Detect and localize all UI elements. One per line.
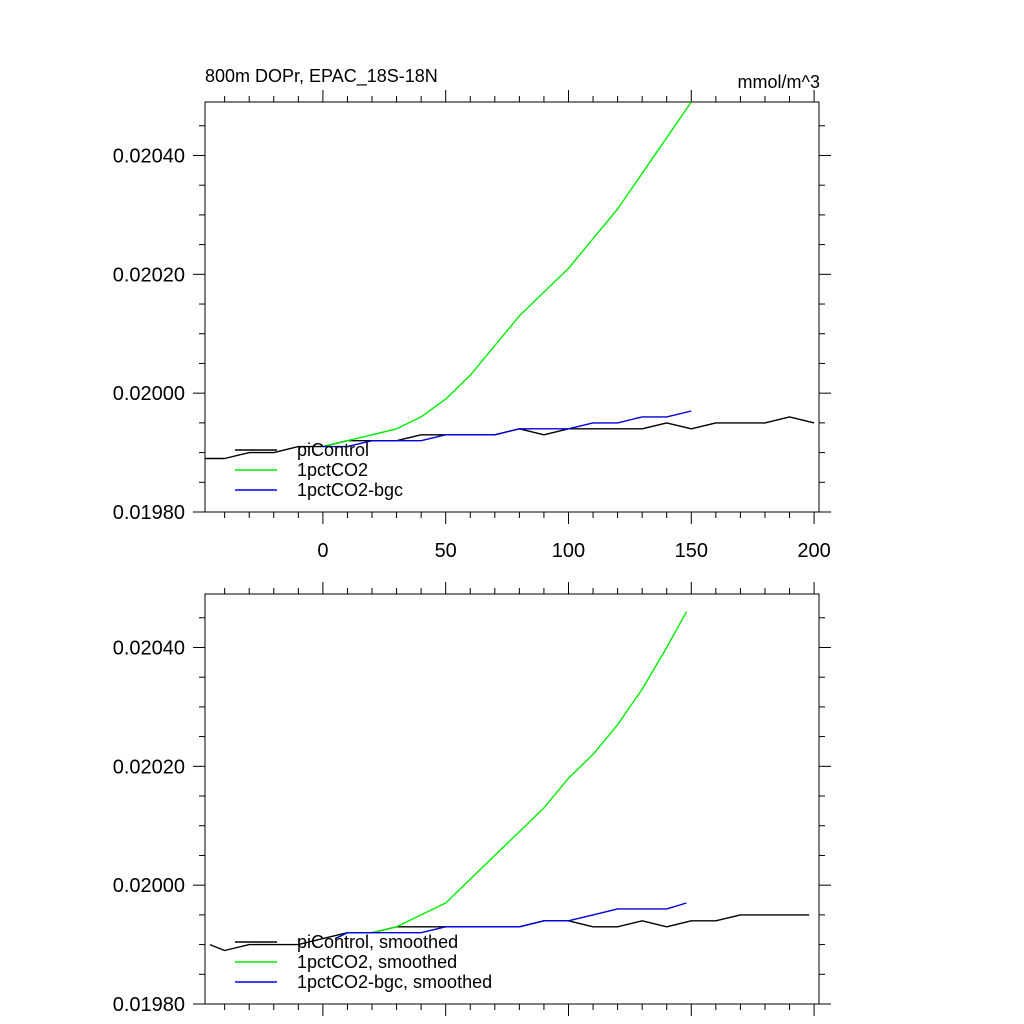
x-tick-label: 100 bbox=[552, 540, 585, 562]
plot-frame bbox=[204, 593, 820, 1005]
legend-entry: 1pctCO2, smoothed bbox=[297, 952, 457, 972]
top-plot-panel: 0 50 100 150 200 0.01980 0.02000 0.02020 0.02040… bbox=[113, 90, 831, 562]
x-tick-label: 150 bbox=[675, 540, 708, 562]
y-tick-label: 0.02040 bbox=[113, 145, 185, 167]
y-tick-label: 0.01980 bbox=[113, 502, 185, 524]
legend-entry: 1pctCO2-bgc, smoothed bbox=[297, 972, 492, 992]
x-tick-label: 50 bbox=[435, 540, 457, 562]
series-line bbox=[322, 410, 692, 448]
bottom-plot-panel: 0.01980 0.02000 0.02020 0.02040 piControl, s… bbox=[113, 582, 831, 1016]
legend-entry: piControl bbox=[297, 440, 369, 460]
y-tick-label: 0.02000 bbox=[113, 383, 185, 405]
legend-entry: 1pctCO2 bbox=[297, 460, 368, 480]
series-line bbox=[334, 902, 687, 940]
plot-frame bbox=[204, 101, 820, 513]
x-tick-label: 200 bbox=[797, 540, 830, 562]
y-tick-label: 0.02020 bbox=[113, 756, 185, 778]
y-tick-label: 0.02000 bbox=[113, 875, 185, 897]
series-line bbox=[334, 611, 688, 940]
chart-title: 800m DOPr, EPAC_18S-18N bbox=[205, 66, 438, 87]
legend-entry: piControl, smoothed bbox=[297, 932, 458, 952]
y-tick-label: 0.02020 bbox=[113, 264, 185, 286]
legend-entry: 1pctCO2-bgc bbox=[297, 480, 403, 500]
y-tick-label: 0.02040 bbox=[113, 637, 185, 659]
chart-units: mmol/m^3 bbox=[738, 72, 820, 92]
x-tick-label: 0 bbox=[317, 540, 328, 562]
series-line bbox=[322, 101, 692, 448]
y-tick-label: 0.01980 bbox=[113, 994, 185, 1016]
